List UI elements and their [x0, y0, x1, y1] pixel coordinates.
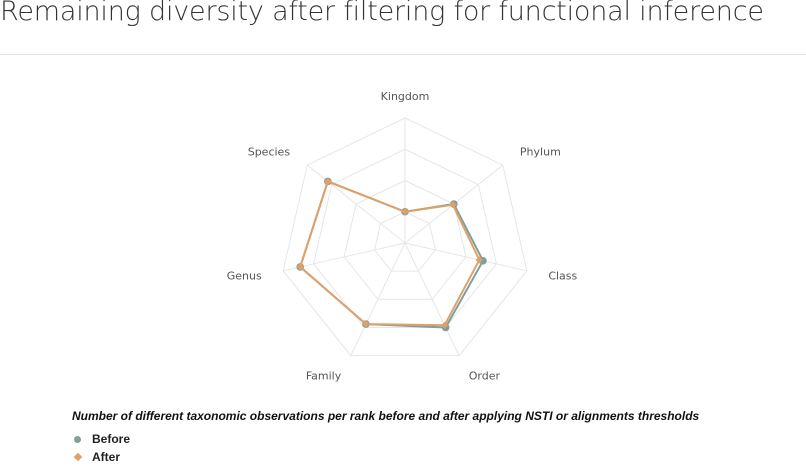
point-after-species [324, 177, 332, 186]
legend-item-before[interactable]: Before [73, 432, 130, 446]
axis-label-kingdom: Kingdom [381, 90, 430, 103]
spoke-class [404, 242, 527, 272]
axis-label-order: Order [469, 369, 501, 382]
point-after-family [362, 320, 370, 328]
spoke-species [306, 164, 406, 244]
radar-axis-labels: Kingdom Phylum Class Order Family Genus Specie… [227, 90, 578, 382]
legend-label-before: Before [92, 432, 131, 446]
grid-ring-4 [282, 117, 528, 357]
page-title: Remaining diversity after filtering for … [0, 0, 764, 27]
point-after-order [440, 321, 449, 329]
axis-label-class: Class [548, 270, 577, 283]
point-after-class [475, 256, 483, 264]
legend-item-after[interactable]: After [73, 450, 120, 464]
radar-grid [282, 117, 528, 357]
title-divider [0, 54, 806, 55]
axis-label-family: Family [306, 369, 342, 382]
point-after-genus [296, 263, 304, 271]
axis-label-species: Species [248, 145, 291, 158]
legend-title: Number of different taxonomic observatio… [72, 409, 700, 423]
radar-series [296, 177, 487, 332]
legend-label-after: After [92, 450, 121, 464]
axis-label-genus: Genus [227, 270, 262, 283]
axis-label-phylum: Phylum [520, 145, 561, 158]
spoke-order [404, 242, 460, 356]
grid-ring-1 [373, 211, 437, 272]
point-after-phylum [449, 201, 457, 209]
series-line-after [299, 180, 481, 327]
circle-marker-icon [74, 435, 81, 443]
grid-ring-3 [313, 148, 497, 328]
point-after-kingdom [401, 208, 409, 216]
diamond-marker-icon [73, 452, 83, 462]
spoke-family [350, 242, 406, 356]
